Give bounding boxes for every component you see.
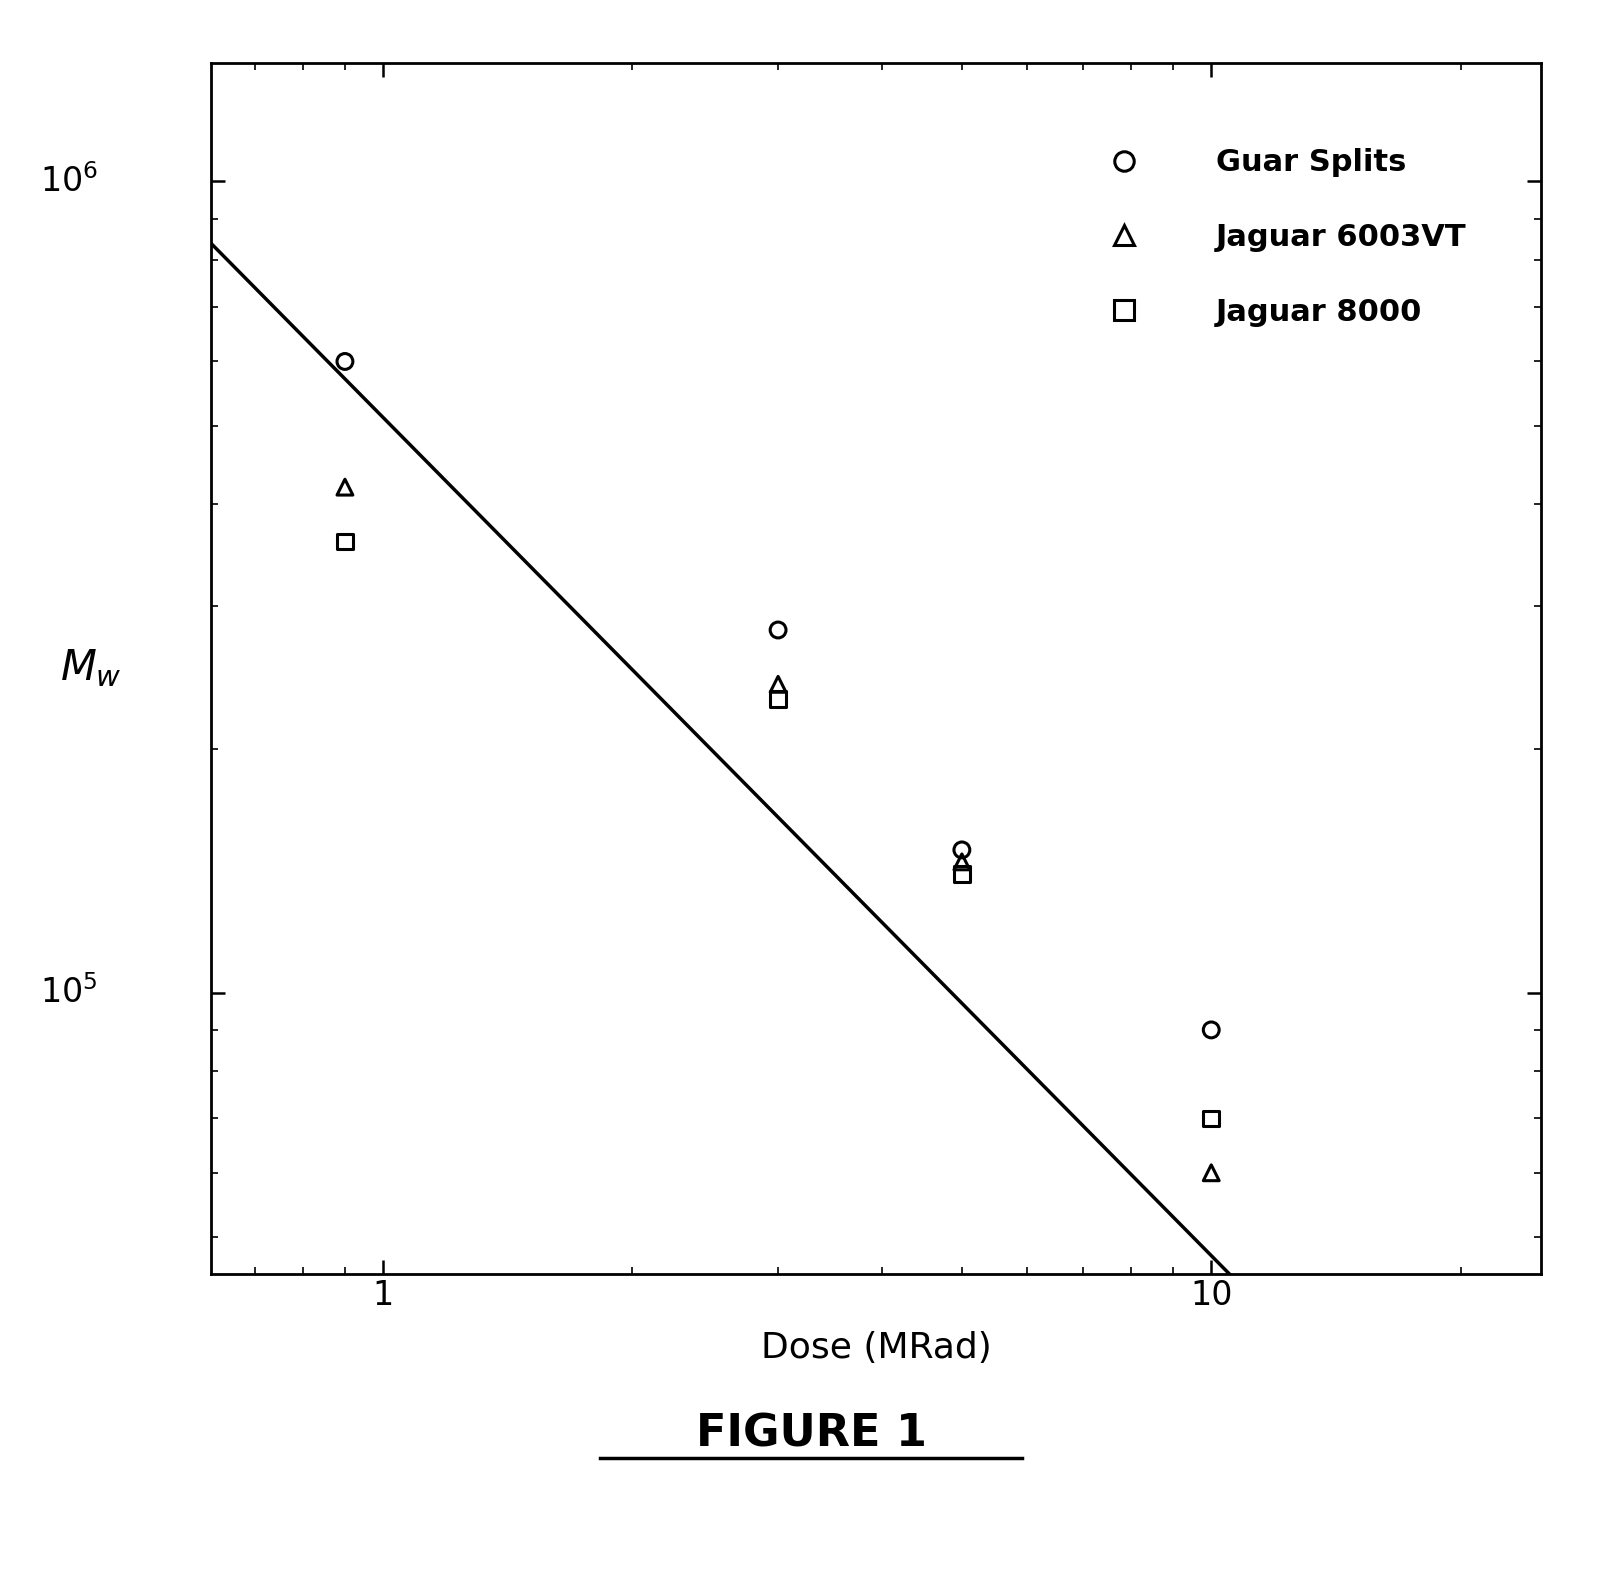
- Point: [1448, 1370, 1474, 1395]
- Text: FIGURE 1: FIGURE 1: [696, 1413, 926, 1455]
- Text: $10^5$: $10^5$: [41, 975, 97, 1010]
- Point: [1448, 1428, 1474, 1453]
- Point: [1199, 1106, 1225, 1131]
- Point: [766, 687, 792, 713]
- Point: [1199, 1018, 1225, 1043]
- Point: [333, 349, 358, 374]
- Point: [1448, 1350, 1474, 1375]
- Point: [766, 618, 792, 643]
- Point: [333, 529, 358, 554]
- Text: $M_w$: $M_w$: [60, 648, 122, 689]
- X-axis label: Dose (MRad): Dose (MRad): [761, 1331, 991, 1365]
- Text: $10^6$: $10^6$: [39, 164, 97, 198]
- Point: [333, 475, 358, 500]
- Legend: Guar Splits, Jaguar 6003VT, Jaguar 8000: Guar Splits, Jaguar 6003VT, Jaguar 8000: [1048, 102, 1512, 373]
- Point: [949, 862, 975, 887]
- Point: [949, 837, 975, 862]
- Point: [766, 672, 792, 697]
- Point: [1199, 1161, 1225, 1186]
- Point: [949, 849, 975, 875]
